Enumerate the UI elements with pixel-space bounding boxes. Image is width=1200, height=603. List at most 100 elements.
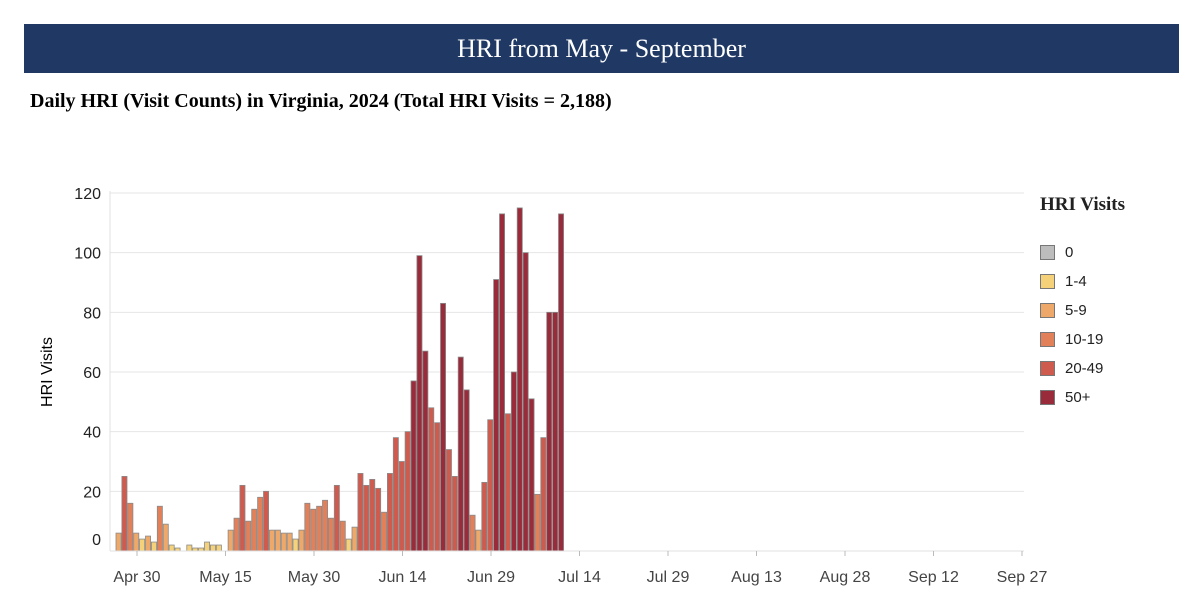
bar[interactable] xyxy=(139,538,146,552)
bar[interactable] xyxy=(121,476,128,552)
bar[interactable] xyxy=(209,544,216,552)
y-tick-label: 40 xyxy=(83,425,101,442)
legend-item[interactable]: 10-19 xyxy=(1040,325,1125,354)
x-tick-label: Jul 14 xyxy=(558,569,601,586)
bar[interactable] xyxy=(133,532,140,552)
bar[interactable] xyxy=(168,544,175,552)
bar[interactable] xyxy=(416,255,423,552)
bar[interactable] xyxy=(381,511,387,552)
bar[interactable] xyxy=(522,252,529,552)
bar[interactable] xyxy=(245,520,252,552)
bar[interactable] xyxy=(333,484,340,552)
bar[interactable] xyxy=(552,311,559,552)
bar[interactable] xyxy=(428,407,435,552)
bar[interactable] xyxy=(268,529,275,552)
bar[interactable] xyxy=(345,538,352,552)
bar[interactable] xyxy=(304,502,311,552)
x-tick-label: Aug 13 xyxy=(731,569,782,586)
bar[interactable] xyxy=(375,487,382,552)
bar[interactable] xyxy=(534,493,541,552)
bar[interactable] xyxy=(445,449,452,552)
bar[interactable] xyxy=(434,422,441,552)
bar[interactable] xyxy=(410,380,417,552)
bar[interactable] xyxy=(451,476,458,552)
bar[interactable] xyxy=(363,484,370,552)
legend-item[interactable]: 1-4 xyxy=(1040,267,1125,296)
bar[interactable] xyxy=(398,461,405,552)
bar[interactable] xyxy=(204,541,210,552)
bar[interactable] xyxy=(257,496,264,552)
bar[interactable] xyxy=(463,389,470,552)
bar[interactable] xyxy=(422,350,429,552)
bar[interactable] xyxy=(150,541,157,552)
bar[interactable] xyxy=(274,529,281,552)
bar[interactable] xyxy=(469,514,476,552)
bar[interactable] xyxy=(357,473,364,552)
x-tick-label: May 15 xyxy=(199,569,252,586)
page-banner: HRI from May - September xyxy=(24,24,1179,73)
bar[interactable] xyxy=(227,529,234,552)
bar[interactable] xyxy=(145,535,151,552)
legend-item[interactable]: 0 xyxy=(1040,238,1125,267)
legend-label: 20-49 xyxy=(1065,360,1104,377)
bar[interactable] xyxy=(528,398,535,552)
x-tick-label: Aug 28 xyxy=(820,569,871,586)
legend-swatch xyxy=(1040,390,1055,405)
legend-label: 50+ xyxy=(1065,389,1091,406)
bar[interactable] xyxy=(316,505,323,552)
bar[interactable] xyxy=(369,478,376,552)
x-tick-label: Jun 14 xyxy=(378,569,426,586)
bar[interactable] xyxy=(481,481,488,552)
bar[interactable] xyxy=(351,526,358,552)
bar[interactable] xyxy=(162,523,169,552)
legend-item[interactable]: 5-9 xyxy=(1040,296,1125,325)
x-tick-label: Sep 12 xyxy=(908,569,959,586)
legend-item[interactable]: 20-49 xyxy=(1040,354,1125,383)
bar[interactable] xyxy=(156,505,163,552)
bar[interactable] xyxy=(493,279,500,552)
bar[interactable] xyxy=(339,520,346,552)
bar[interactable] xyxy=(286,532,293,552)
bar[interactable] xyxy=(115,532,122,552)
bar[interactable] xyxy=(215,544,222,552)
bar[interactable] xyxy=(322,499,328,552)
bar[interactable] xyxy=(499,213,505,552)
legend-label: 10-19 xyxy=(1065,331,1104,348)
bar[interactable] xyxy=(292,538,299,552)
bar[interactable] xyxy=(239,484,246,552)
bar[interactable] xyxy=(233,517,240,552)
bar[interactable] xyxy=(457,356,464,552)
bar[interactable] xyxy=(392,437,399,552)
bar[interactable] xyxy=(558,213,564,552)
bar[interactable] xyxy=(510,371,517,552)
y-tick-label: 80 xyxy=(83,305,101,322)
bar[interactable] xyxy=(186,544,193,552)
bar[interactable] xyxy=(280,532,287,552)
bar[interactable] xyxy=(504,413,511,552)
bar[interactable] xyxy=(487,419,494,552)
x-tick-label: Apr 30 xyxy=(113,569,160,586)
grid-lines xyxy=(110,192,1024,492)
bar[interactable] xyxy=(516,207,523,552)
bar[interactable] xyxy=(404,431,411,552)
bar[interactable] xyxy=(327,517,334,552)
bars xyxy=(115,207,564,552)
legend-item[interactable]: 50+ xyxy=(1040,383,1125,412)
bar[interactable] xyxy=(251,508,258,552)
bar[interactable] xyxy=(475,529,482,552)
bar[interactable] xyxy=(540,437,547,552)
bar[interactable] xyxy=(298,529,305,552)
bar[interactable] xyxy=(440,302,446,552)
legend-swatch xyxy=(1040,361,1055,376)
legend-swatch xyxy=(1040,245,1055,260)
y-axis-label: HRI Visits xyxy=(39,337,56,407)
x-tick-label: Jun 29 xyxy=(467,569,515,586)
bar[interactable] xyxy=(546,311,553,552)
bar[interactable] xyxy=(310,508,317,552)
bar[interactable] xyxy=(263,490,269,552)
legend-title: HRI Visits xyxy=(1040,194,1125,215)
chart-title: Daily HRI (Visit Counts) in Virginia, 20… xyxy=(30,90,612,112)
bar[interactable] xyxy=(386,473,393,552)
bar[interactable] xyxy=(127,502,134,552)
